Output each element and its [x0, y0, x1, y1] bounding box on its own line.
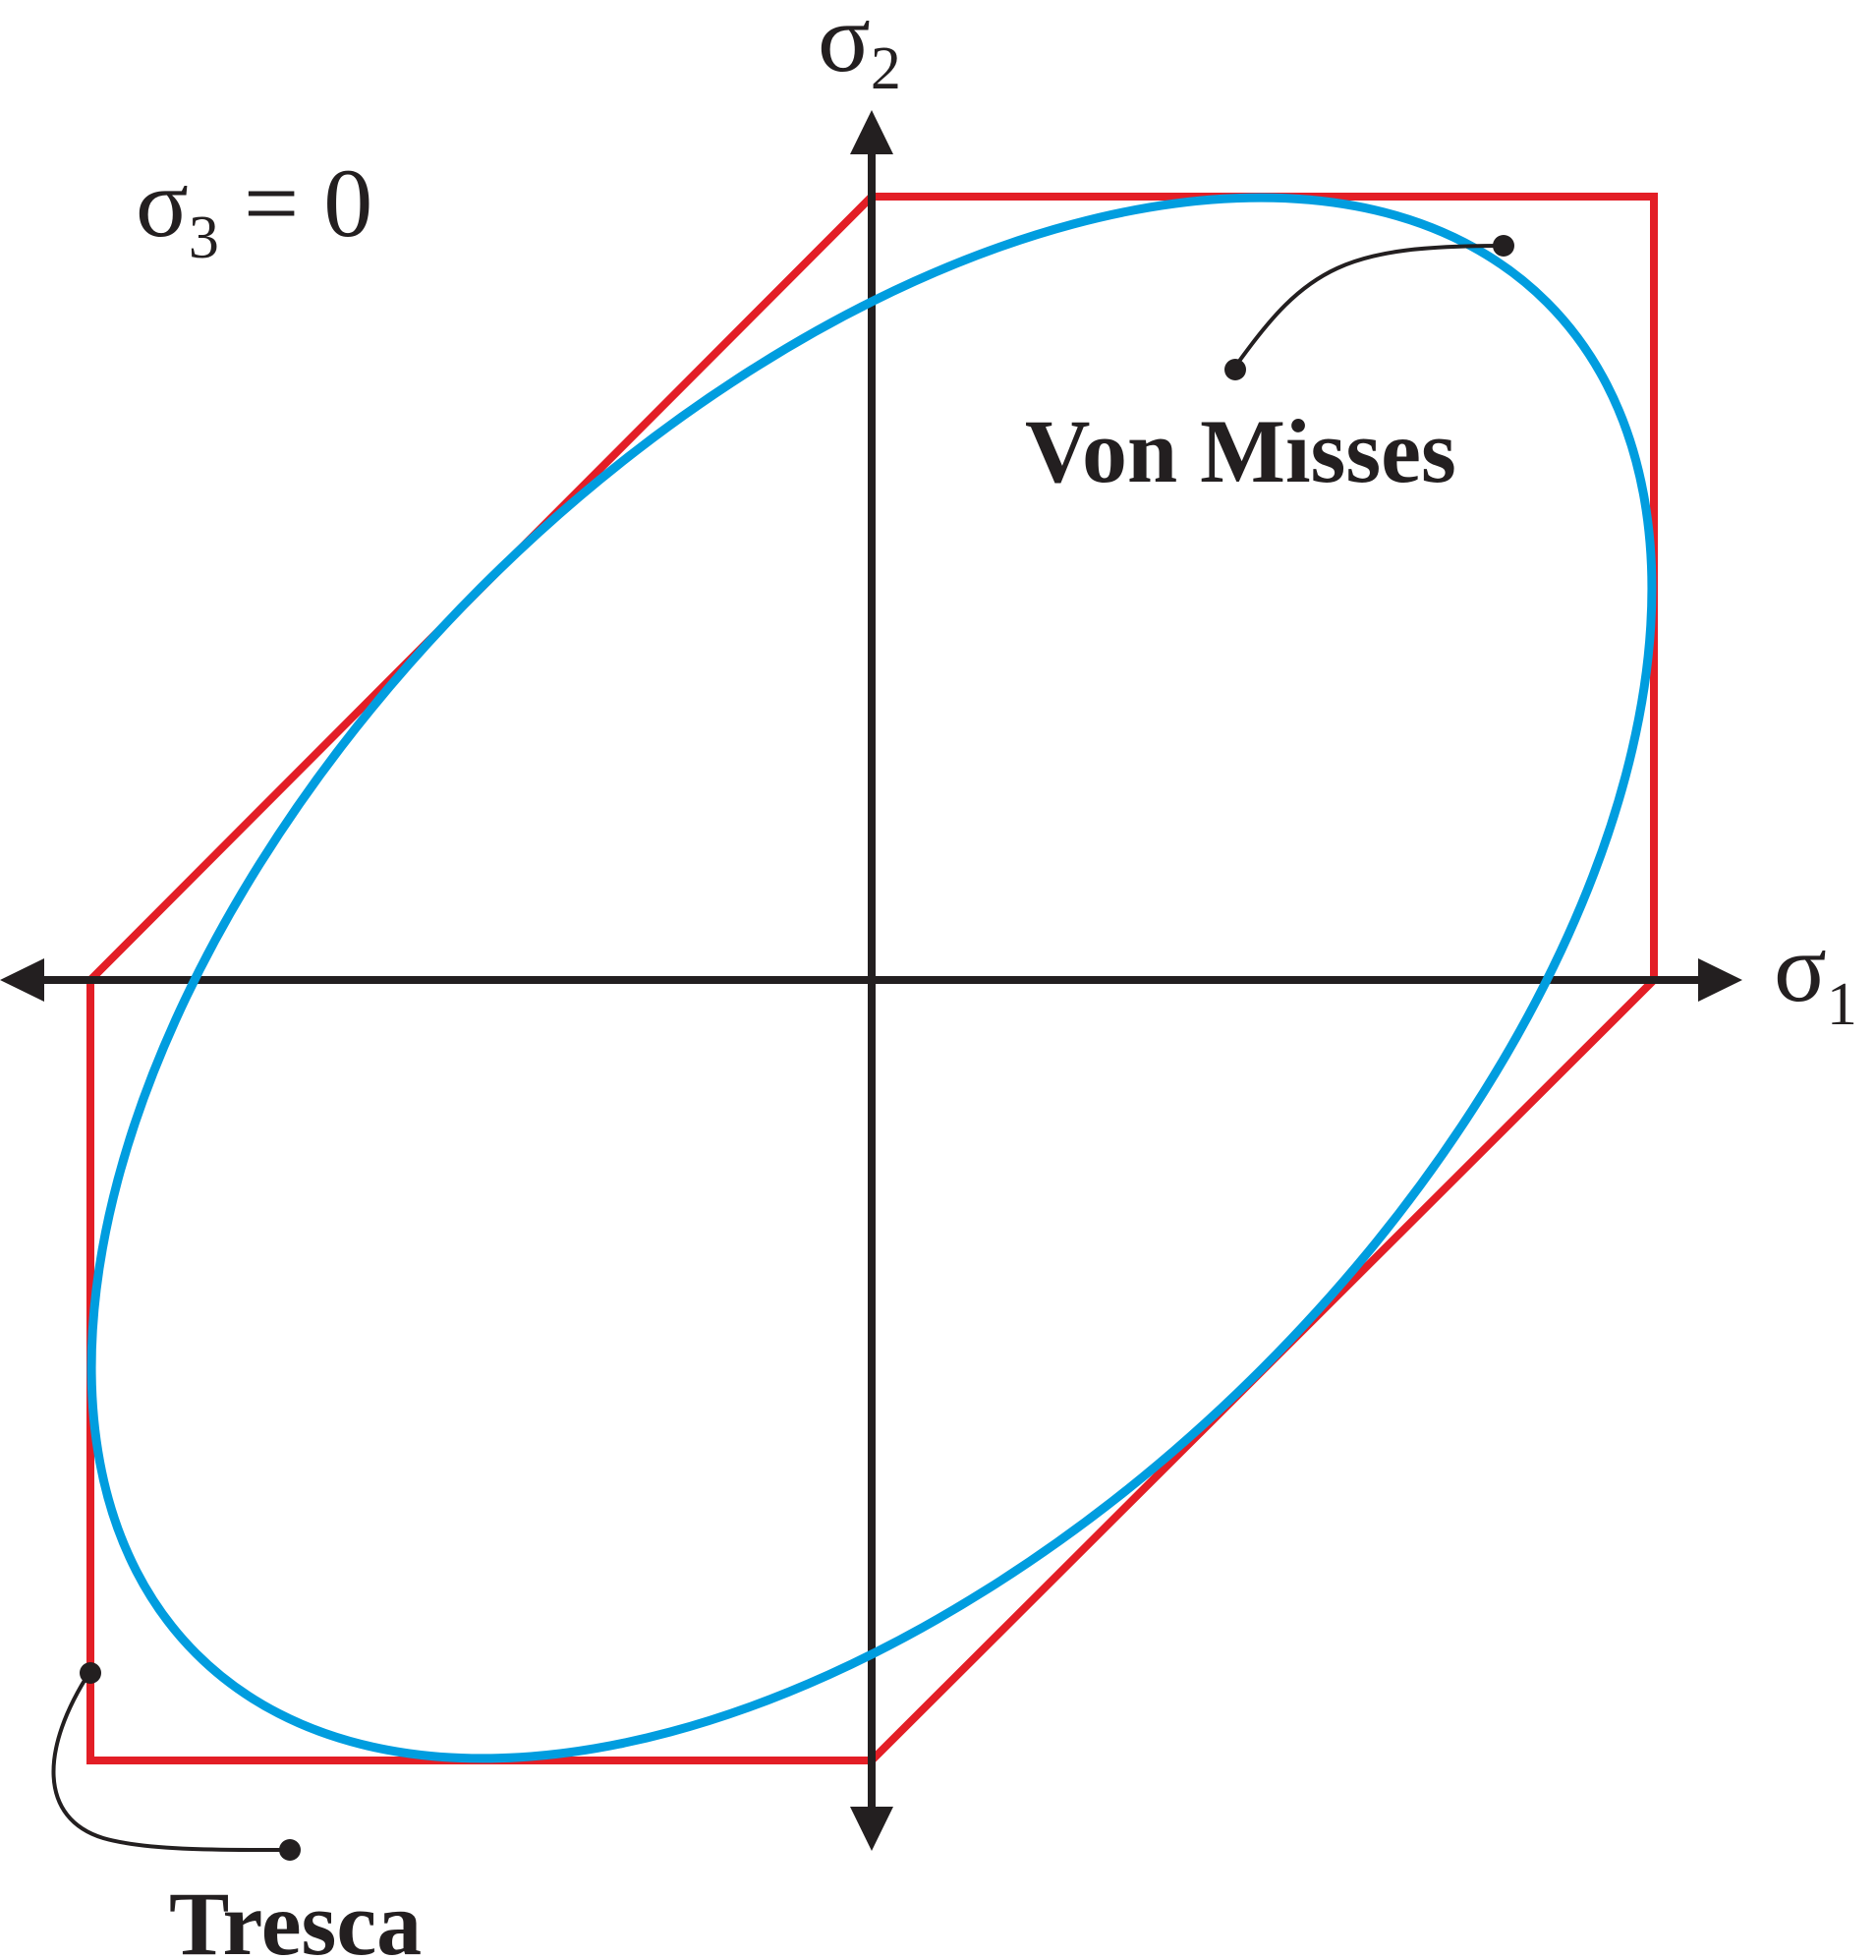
sigma3-equals-zero: = 0: [219, 148, 372, 258]
tresca-leader-dot-label: [279, 1839, 301, 1861]
sigma2-axis-arrow-up: [850, 110, 893, 154]
tresca-leader-line: [51, 1669, 291, 1853]
sigma2-subscript: 2: [871, 35, 901, 102]
sigma2-axis-arrow-down: [850, 1807, 893, 1851]
von-mises-leader-line: [1233, 244, 1505, 369]
sigma1-axis-arrow-right: [1698, 958, 1742, 1002]
sigma1-axis-label: σ1: [1774, 913, 1857, 1038]
von-mises-leader-dot-label: [1224, 359, 1246, 380]
von-mises-leader-dot-curve: [1493, 235, 1514, 257]
tresca-label: Tresca: [169, 1874, 422, 1960]
von-mises-label: Von Misses: [1025, 401, 1456, 501]
sigma1-symbol: σ: [1774, 913, 1827, 1022]
sigma3-subscript: 3: [189, 204, 219, 271]
sigma2-symbol: σ: [818, 0, 871, 92]
sigma1-subscript: 1: [1827, 971, 1857, 1038]
sigma3-symbol: σ: [136, 148, 189, 258]
sigma1-axis-arrow-left: [0, 958, 44, 1002]
sigma2-axis-label: σ2: [818, 0, 901, 102]
sigma3-condition-label: σ3 = 0: [136, 148, 372, 271]
tresca-leader-dot-curve: [80, 1662, 101, 1684]
